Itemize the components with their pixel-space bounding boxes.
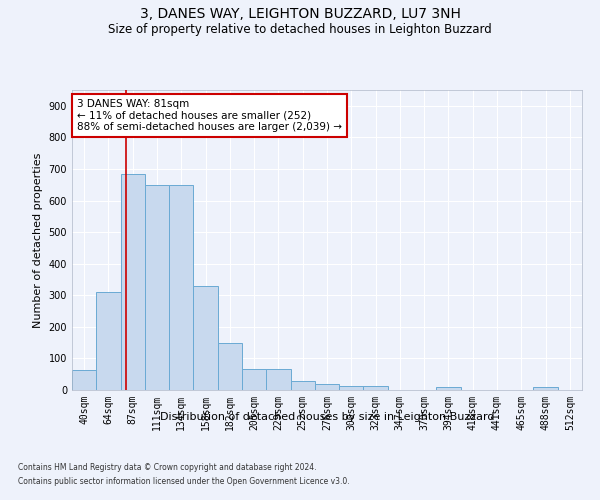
Bar bbox=[145, 184, 169, 390]
Y-axis label: Number of detached properties: Number of detached properties bbox=[33, 152, 43, 328]
Bar bbox=[96, 292, 121, 390]
Bar bbox=[218, 342, 242, 390]
Bar bbox=[169, 184, 193, 390]
Bar bbox=[242, 370, 266, 390]
Text: Contains HM Land Registry data © Crown copyright and database right 2024.: Contains HM Land Registry data © Crown c… bbox=[18, 464, 317, 472]
Bar bbox=[72, 370, 96, 390]
Bar bbox=[533, 388, 558, 390]
Bar bbox=[364, 386, 388, 390]
Text: Distribution of detached houses by size in Leighton Buzzard: Distribution of detached houses by size … bbox=[160, 412, 494, 422]
Bar bbox=[193, 286, 218, 390]
Text: Contains public sector information licensed under the Open Government Licence v3: Contains public sector information licen… bbox=[18, 477, 350, 486]
Bar bbox=[339, 386, 364, 390]
Bar bbox=[266, 370, 290, 390]
Text: Size of property relative to detached houses in Leighton Buzzard: Size of property relative to detached ho… bbox=[108, 22, 492, 36]
Text: 3, DANES WAY, LEIGHTON BUZZARD, LU7 3NH: 3, DANES WAY, LEIGHTON BUZZARD, LU7 3NH bbox=[140, 8, 460, 22]
Bar bbox=[121, 174, 145, 390]
Bar bbox=[315, 384, 339, 390]
Bar bbox=[436, 387, 461, 390]
Bar bbox=[290, 380, 315, 390]
Text: 3 DANES WAY: 81sqm
← 11% of detached houses are smaller (252)
88% of semi-detach: 3 DANES WAY: 81sqm ← 11% of detached hou… bbox=[77, 99, 342, 132]
